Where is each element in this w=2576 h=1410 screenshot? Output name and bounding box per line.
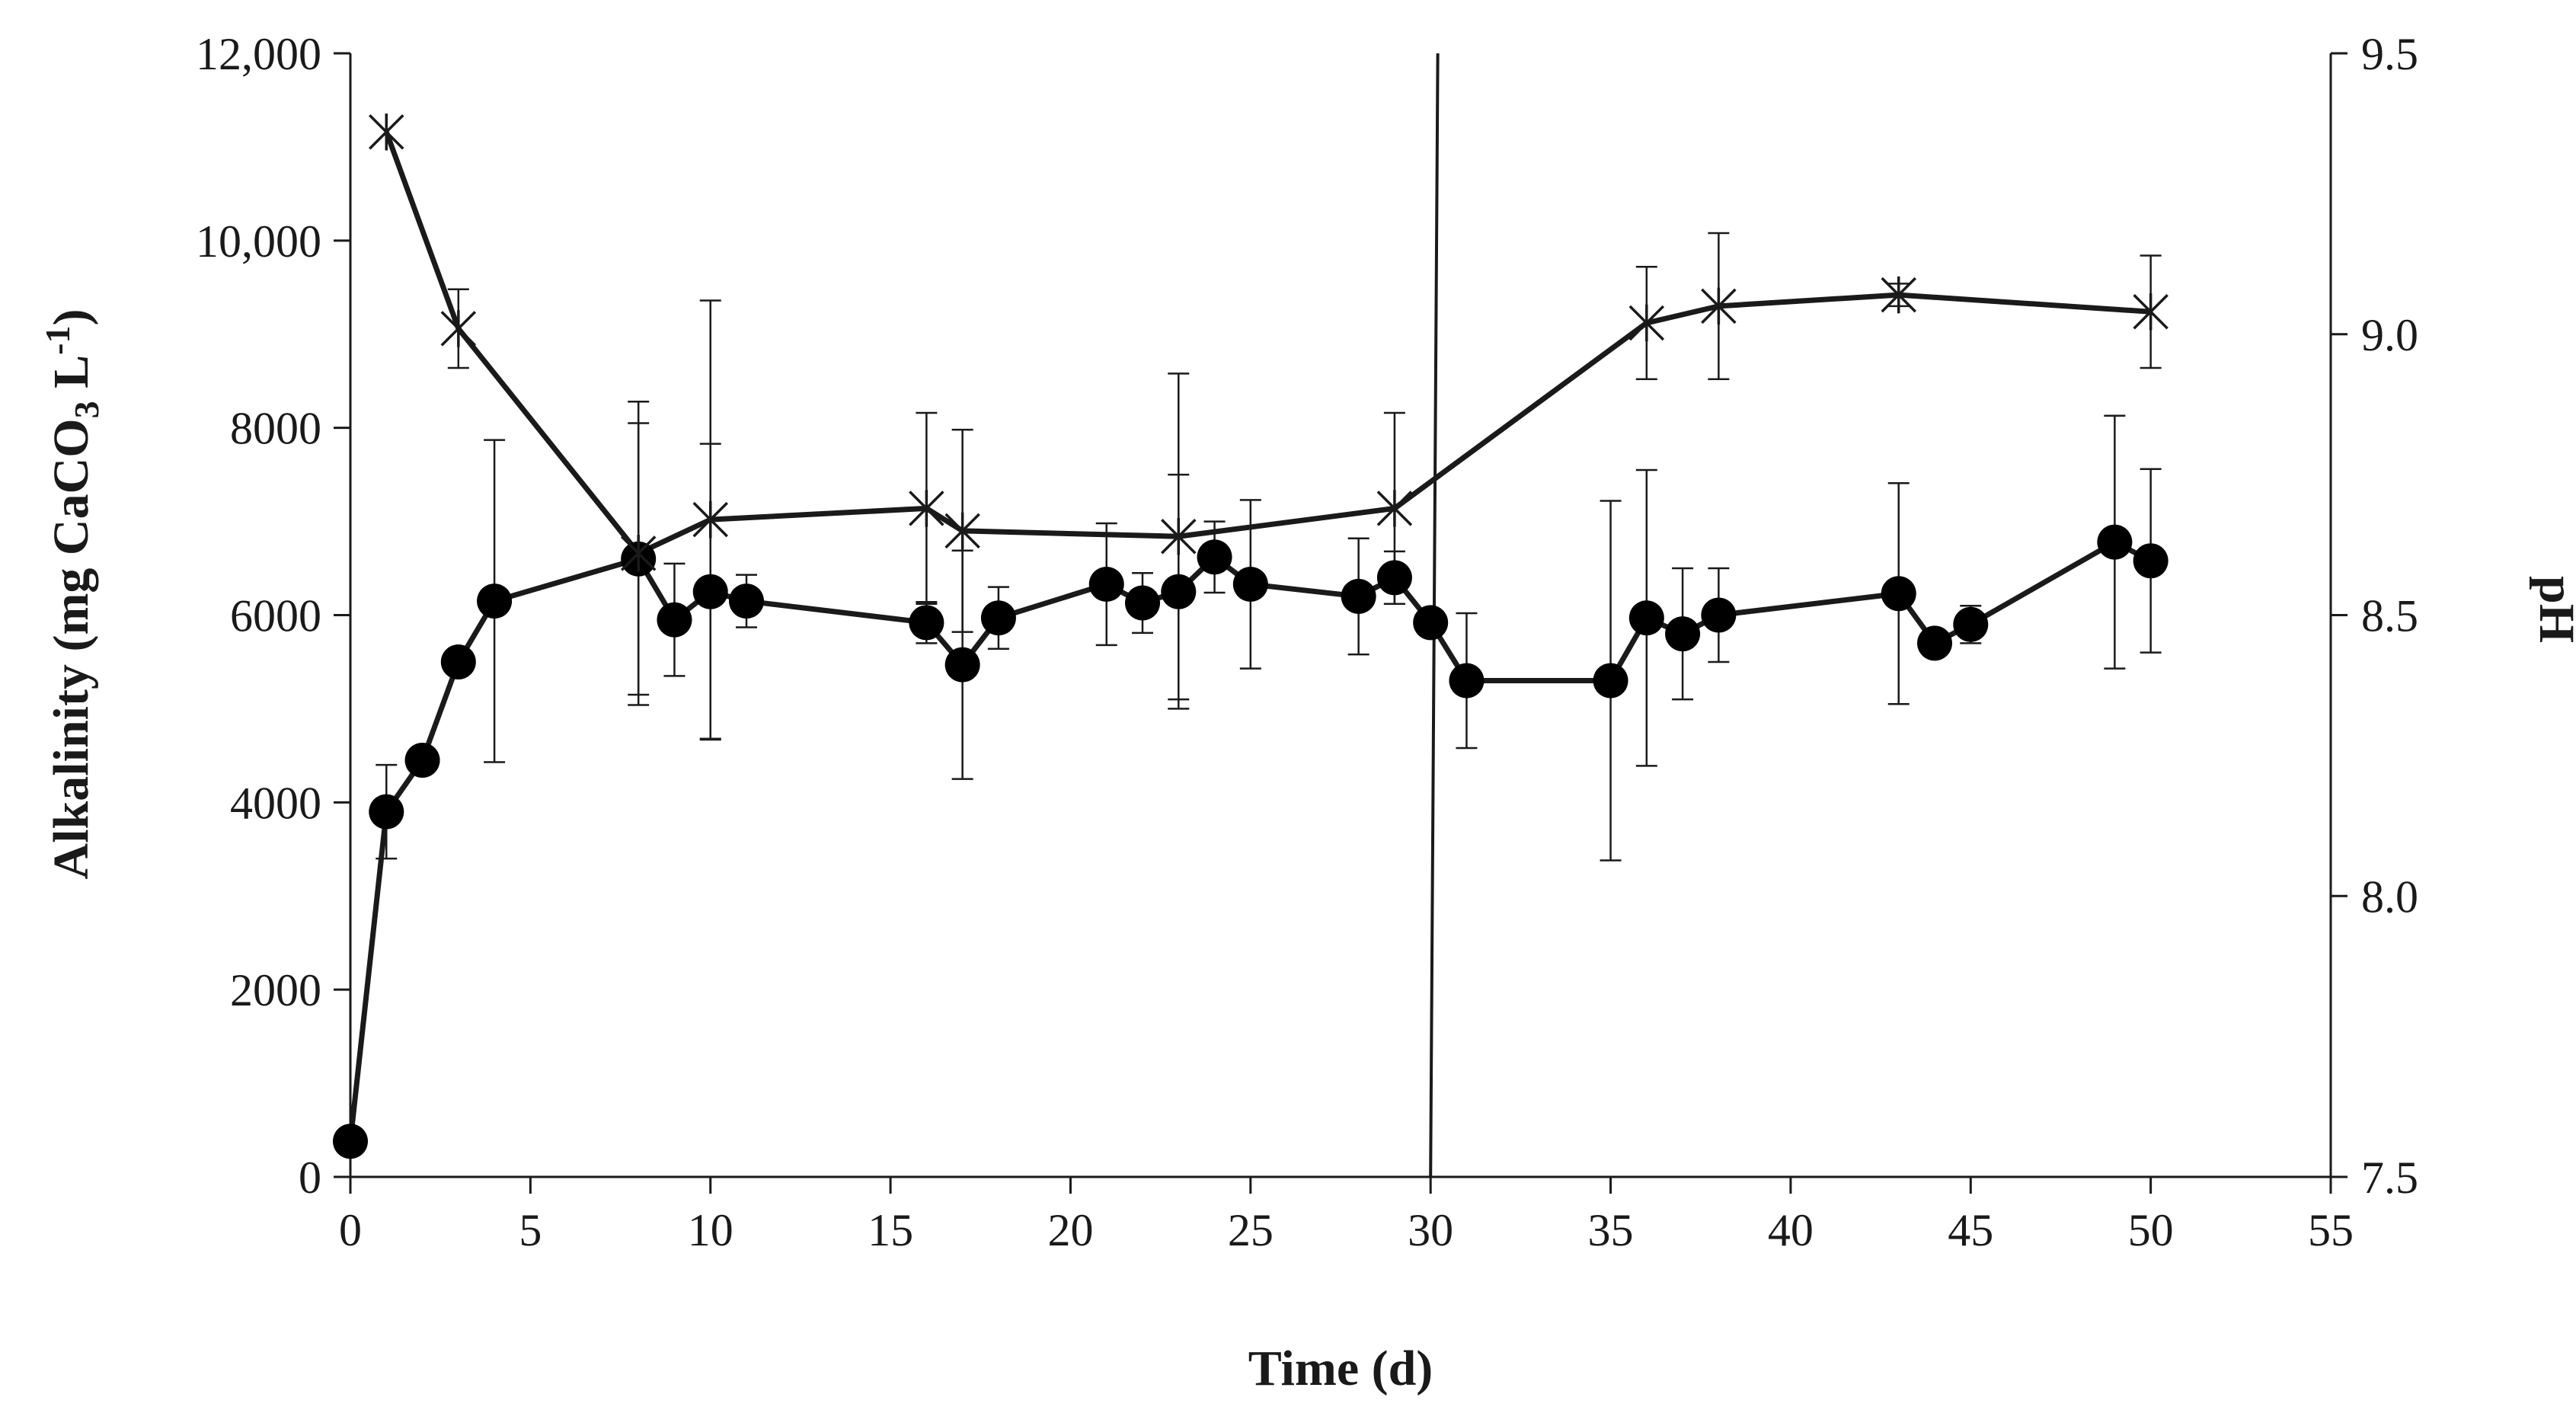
alkalinity-point [404,743,440,779]
alkalinity-point [1197,539,1232,575]
y-axis-title-main: Alkalinity (mg CaCO [43,418,99,879]
alkalinity-point [1449,663,1485,699]
series-markers [333,114,2169,1159]
ph-point [1628,304,1665,342]
x-tick-label: 55 [2308,1205,2354,1255]
y-tick-label: 10,000 [196,216,321,267]
ph-point [909,490,944,527]
x-tick-label: 40 [1768,1205,1814,1255]
alkalinity-point [333,1124,368,1159]
alkalinity-point [1628,600,1664,636]
ph-point [944,512,980,550]
ph-point [692,500,728,539]
alkalinity-point [1125,585,1160,621]
alkalinity-point [1341,578,1376,614]
alkalinity-point [1161,574,1197,609]
ph-point [1701,287,1737,325]
alkalinity-point [2097,524,2133,560]
alkalinity-point [1232,566,1268,602]
series-lines [347,131,2153,1142]
x-tick-label: 35 [1588,1205,1634,1255]
y-axis-title-superscript: -1 [38,326,77,355]
y-tick-label: 0 [299,1153,321,1203]
y2-tick-label: 8.5 [2361,591,2418,641]
ph-point [440,310,477,347]
ph-line [383,131,2151,556]
y-tick-label: 12,000 [196,29,321,79]
ph-point [369,114,404,151]
alkalinity-point [1881,576,1916,612]
x-tick-label: 5 [519,1205,542,1255]
x-axis-title: Time (d) [1248,1341,1433,1396]
alkalinity-line [347,539,2153,1142]
x-tick-label: 20 [1047,1205,1093,1255]
x-tick-label: 50 [2128,1205,2174,1255]
alkalinity-point [692,574,728,609]
x-tick-label: 45 [1948,1205,1993,1255]
alkalinity-point [1701,597,1737,633]
y-axis-title-unit: L [43,355,99,401]
x-tick-label: 15 [868,1205,913,1255]
alkalinity-point [1376,560,1412,596]
alkalinity-point [440,644,476,679]
y-axis-title-subscript: 3 [67,401,106,418]
ph-point [1376,490,1413,527]
alkalinity-point [1413,605,1449,641]
y2-tick-label: 9.0 [2361,310,2418,360]
ph-point [1881,276,1916,314]
alkalinity-point [944,647,980,683]
y-tick-label: 6000 [230,591,321,641]
x-tick-label: 10 [688,1205,733,1255]
alkalinity-point [369,794,404,830]
alkalinity-point [657,602,692,638]
alkalinity-point [1088,566,1124,602]
y2-tick-label: 7.5 [2361,1153,2418,1203]
alkalinity-point [729,584,764,619]
ph-point [2133,293,2169,331]
y-axis-title-close: ) [43,309,99,326]
tick-labels: 0 5 10 15 20 25 30 35 40 45 50 55 0 2000 4000 6000 8000 1… [196,29,2418,1255]
y-tick-label: 2000 [230,965,321,1015]
y2-tick-label: 9.5 [2361,29,2418,79]
y-tick-label: 4000 [230,778,321,828]
axes-frame [334,52,2347,1194]
ph-point [1161,518,1197,555]
alkalinity-point [909,605,944,641]
alkalinity-point [1593,663,1628,699]
y-axis-title: Alkalinity (mg CaCO3 L-1) [38,309,106,880]
alkalinity-point [1665,616,1701,652]
x-tick-label: 30 [1408,1205,1453,1255]
alkalinity-point [980,600,1016,636]
alkalinity-point [1953,606,1989,642]
x-tick-label: 0 [339,1205,362,1255]
y-tick-label: 8000 [230,404,321,454]
alkalinity-point [477,584,513,619]
y2-tick-label: 8.0 [2361,871,2418,922]
ph-point [620,535,657,572]
alkalinity-point [2133,543,2169,579]
y2-axis-title: pH [2529,576,2576,643]
x-tick-label: 25 [1228,1205,1274,1255]
alkalinity-point [1917,625,1952,661]
